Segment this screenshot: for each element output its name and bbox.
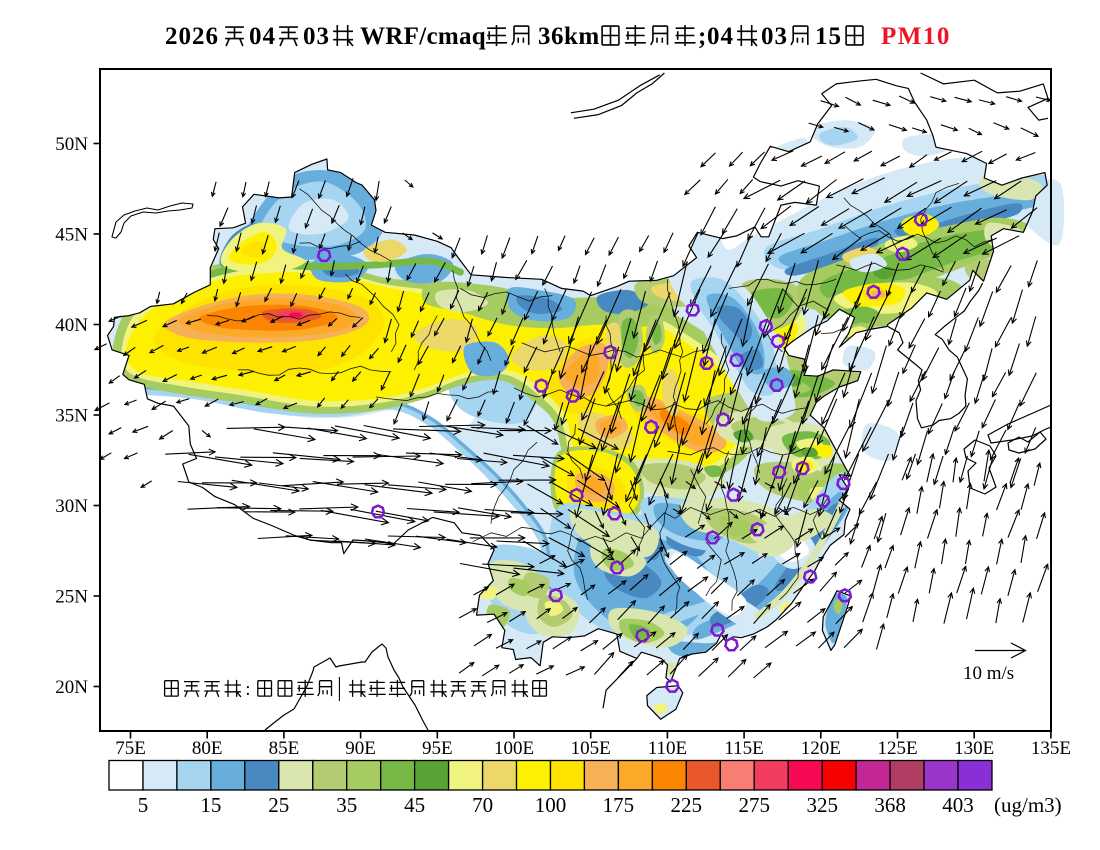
svg-text:03: 03 <box>303 23 330 50</box>
svg-text:403: 403 <box>942 793 974 817</box>
svg-text:100E: 100E <box>494 738 534 759</box>
svg-text:50N: 50N <box>55 134 88 155</box>
svg-text:275: 275 <box>738 793 770 817</box>
svg-text:04: 04 <box>707 23 734 50</box>
svg-text:85E: 85E <box>269 738 300 759</box>
svg-text:120E: 120E <box>801 738 841 759</box>
svg-text:15: 15 <box>815 23 842 50</box>
svg-text:100: 100 <box>535 793 567 817</box>
svg-text:225: 225 <box>671 793 703 817</box>
svg-text:15: 15 <box>200 793 221 817</box>
svg-text:;: ; <box>698 23 706 50</box>
svg-text:368: 368 <box>874 793 906 817</box>
svg-text:45: 45 <box>404 793 425 817</box>
svg-text:35: 35 <box>336 793 357 817</box>
svg-text:70: 70 <box>472 793 493 817</box>
svg-text:10 m/s: 10 m/s <box>963 663 1014 684</box>
svg-text:PM10: PM10 <box>881 23 951 50</box>
svg-text:04: 04 <box>249 23 276 50</box>
svg-text:36km: 36km <box>538 23 600 50</box>
svg-text:90E: 90E <box>345 738 376 759</box>
svg-text:105E: 105E <box>571 738 611 759</box>
svg-text:95E: 95E <box>422 738 453 759</box>
svg-text:175: 175 <box>603 793 635 817</box>
svg-text:WRF/cmaq: WRF/cmaq <box>360 23 486 50</box>
svg-text:45N: 45N <box>55 225 88 246</box>
svg-text:110E: 110E <box>648 738 687 759</box>
svg-text:2026: 2026 <box>165 23 219 50</box>
svg-text:325: 325 <box>806 793 838 817</box>
svg-text:(ug/m3): (ug/m3) <box>994 793 1062 817</box>
svg-text:30N: 30N <box>55 496 88 517</box>
svg-text:5: 5 <box>138 793 149 817</box>
svg-text:40N: 40N <box>55 315 88 336</box>
svg-text:35N: 35N <box>55 406 88 427</box>
svg-text:20N: 20N <box>55 677 88 698</box>
svg-text:75E: 75E <box>115 738 146 759</box>
svg-text:25: 25 <box>268 793 289 817</box>
svg-text::: : <box>245 679 250 700</box>
svg-text:80E: 80E <box>192 738 223 759</box>
svg-text:03: 03 <box>761 23 788 50</box>
svg-text:135E: 135E <box>1031 738 1071 759</box>
svg-text:115E: 115E <box>724 738 763 759</box>
svg-text:125E: 125E <box>877 738 917 759</box>
svg-text:130E: 130E <box>954 738 994 759</box>
svg-text:25N: 25N <box>55 587 88 608</box>
